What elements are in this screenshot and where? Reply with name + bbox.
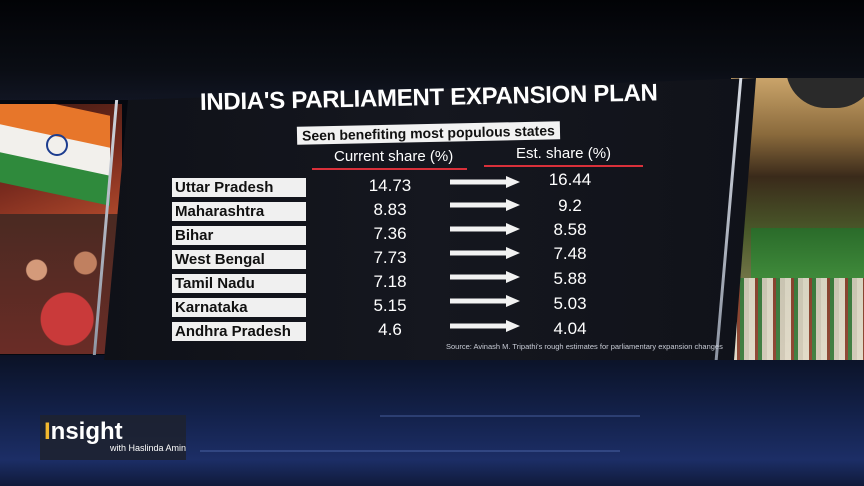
state-label: West Bengal — [172, 250, 306, 269]
show-host-line: with Haslinda Amin — [110, 443, 187, 453]
current-share: 5.15 — [373, 296, 407, 315]
current-share: 14.73 — [368, 176, 412, 195]
seated-members — [731, 278, 864, 360]
right-arrow-icon — [450, 320, 520, 332]
state-label: Tamil Nadu — [172, 274, 306, 293]
column-header-current: Current share (%) — [312, 148, 468, 170]
est-share: 5.03 — [553, 294, 587, 313]
show-name: Insight — [44, 418, 123, 446]
parliament-chamber-photo — [731, 78, 864, 360]
header-underline — [312, 168, 468, 170]
show-name-initial: I — [44, 418, 51, 445]
column-header-est: Est. share (%) — [484, 145, 644, 167]
current-share: 7.73 — [373, 248, 407, 267]
source-note: Source: Avinash M. Tripathi's rough esti… — [446, 342, 723, 351]
current-share: 7.36 — [373, 224, 407, 243]
floor-stripe — [380, 415, 640, 417]
header-underline — [484, 165, 644, 167]
right-arrow-icon — [450, 247, 520, 259]
show-logo — [40, 415, 186, 460]
right-arrow-icon — [450, 223, 520, 235]
right-arrow-icon — [450, 271, 520, 283]
right-arrow-icon — [450, 176, 520, 188]
state-label: Karnataka — [172, 298, 306, 317]
column-header-current-label: Current share (%) — [334, 148, 454, 165]
est-share: 16.44 — [548, 170, 592, 189]
est-share: 8.58 — [553, 220, 587, 239]
state-label: Andhra Pradesh — [172, 322, 306, 341]
est-share: 4.04 — [553, 319, 587, 338]
chakra-icon — [46, 134, 68, 156]
state-label: Maharashtra — [172, 202, 306, 221]
right-arrow-icon — [450, 295, 520, 307]
show-name-rest: nsight — [50, 418, 123, 445]
column-header-est-label: Est. share (%) — [516, 145, 612, 162]
est-share: 5.88 — [553, 269, 587, 288]
state-label: Bihar — [172, 226, 306, 245]
dome-shape — [786, 78, 864, 108]
floor-stripe — [200, 450, 620, 452]
right-arrow-icon — [450, 199, 520, 211]
est-share: 7.48 — [553, 244, 587, 263]
chamber-floor — [751, 228, 864, 278]
est-share: 9.2 — [558, 196, 582, 215]
current-share: 7.18 — [373, 272, 407, 291]
current-share: 8.83 — [373, 200, 407, 219]
current-share: 4.6 — [378, 320, 402, 339]
state-label: Uttar Pradesh — [172, 178, 306, 197]
